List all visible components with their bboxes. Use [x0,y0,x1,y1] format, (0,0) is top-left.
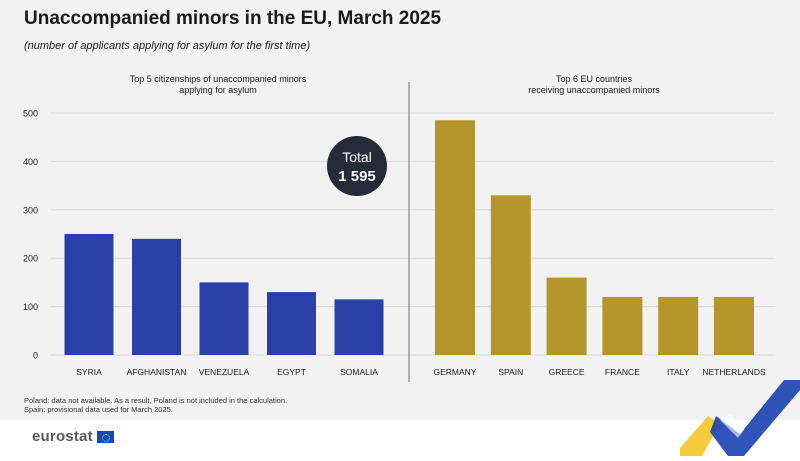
y-tick-label: 0 [33,351,38,361]
x-tick-label: SOMALIA [340,367,378,377]
panel-title-line: receiving unaccompanied minors [528,85,660,95]
footnote-poland: Poland: data not available. As a result,… [24,396,288,405]
y-tick-label: 200 [23,254,38,264]
x-tick-label: ITALY [667,367,690,377]
bar-egypt [267,292,316,355]
chart-title: Unaccompanied minors in the EU, March 20… [24,8,442,29]
footnotes: Poland: data not available. As a result,… [24,396,287,414]
x-tick-label: VENEZUELA [199,367,250,377]
panel-title-line: applying for asylum [179,85,257,95]
bar-italy [658,296,699,355]
bar-afghanistan [132,238,181,355]
bar-syria [64,234,114,355]
footnote-spain: Spain: provisional data used for March 2… [24,405,173,414]
y-tick-label: 400 [23,157,38,167]
bar-spain [490,195,531,355]
total-badge: Total 1 595 [327,136,387,196]
bar-france [602,296,643,355]
chart-subtitle: (number of applicants applying for asylu… [24,40,311,52]
panel-titles: Top 5 citizenships of unaccompanied mino… [130,74,661,95]
x-tick-label: AFGHANISTAN [127,367,187,377]
bar-venezuela [199,282,249,355]
panel-title-line: Top 6 EU countries [556,74,633,84]
x-tick-label: SYRIA [76,367,102,377]
y-tick-label: 500 [23,109,38,119]
eurostat-swoosh-graphic [680,380,800,456]
total-badge-circle [327,136,387,196]
x-tick-label: NETHERLANDS [702,367,766,377]
x-tick-label: EGYPT [277,367,306,377]
y-tick-label: 300 [23,205,38,215]
bar-somalia [334,299,384,355]
total-badge-value: 1 595 [338,168,376,185]
y-axis: 0 100 200 300 400 500 [23,109,38,361]
x-tick-label: GREECE [549,367,585,377]
panel-title-line: Top 5 citizenships of unaccompanied mino… [130,74,307,84]
eurostat-logo: eurostat [32,428,114,445]
bar-greece [546,277,587,355]
x-tick-label: GERMANY [434,367,477,377]
x-tick-label: FRANCE [605,367,640,377]
total-badge-label: Total [342,149,372,165]
bar-germany [435,120,475,355]
eu-flag-icon [96,430,114,443]
bar-netherlands [714,296,754,355]
bar-charts: 0 100 200 300 400 500 SYRIA AFGHANISTAN VENEZUE… [23,74,775,382]
x-axis-labels: SYRIA AFGHANISTAN VENEZUELA EGYPT SOMALIA GER… [76,367,766,377]
logo-wordmark: eurostat [32,428,93,445]
y-tick-label: 100 [23,302,38,312]
x-tick-label: SPAIN [498,367,523,377]
bars [64,120,754,355]
